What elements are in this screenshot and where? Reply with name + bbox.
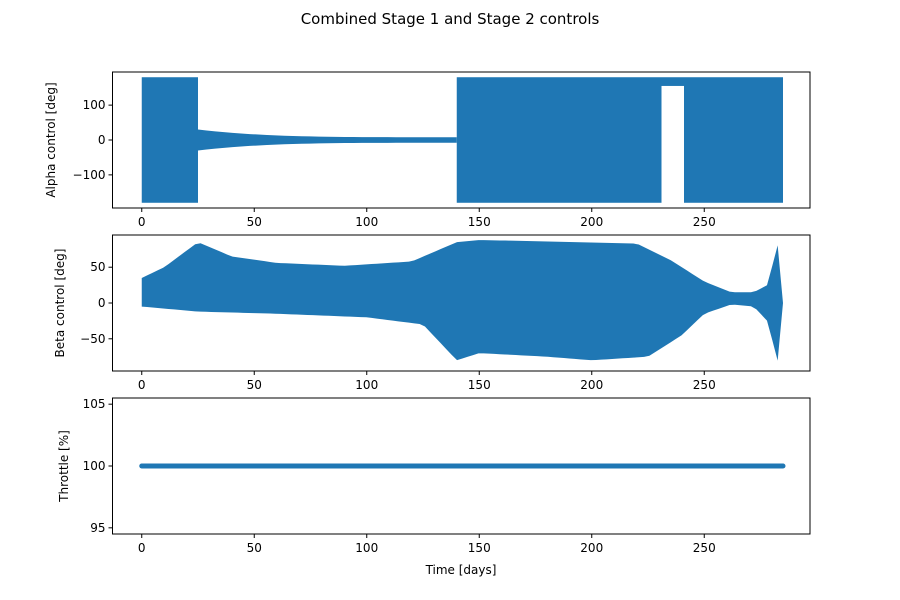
throttle-panel: 0 50 100 150 200 250 95 100 105 Throttle [%] Tim… [57,397,811,577]
beta-ytick-label-50: 50 [90,260,105,274]
alpha-segment-4 [684,77,783,203]
alpha-ytick-label--100: −100 [73,168,106,182]
alpha-segment-0 [141,77,198,203]
beta-xtick-label-0: 0 [138,378,146,392]
throttle-ticks: 0 50 100 150 200 250 95 100 105 [83,397,716,555]
alpha-segment-3 [661,77,684,86]
throttle-ytick-label-105: 105 [83,397,106,411]
alpha-data [141,77,783,203]
beta-ytick-label--50: −50 [80,332,105,346]
throttle-xtick-label-200: 200 [580,541,603,555]
alpha-xtick-label-150: 150 [468,215,491,229]
throttle-ylabel: Throttle [%] [57,430,71,503]
beta-panel: 0 50 100 150 200 250 −50 0 50 Beta control [deg] [53,234,811,392]
alpha-ylabel: Alpha control [deg] [44,82,58,197]
beta-envelope [141,240,783,361]
throttle-xtick-label-100: 100 [355,541,378,555]
alpha-xtick-label-50: 50 [247,215,262,229]
figure-title: Combined Stage 1 and Stage 2 controls [301,10,600,28]
beta-ticks: 0 50 100 150 200 250 −50 0 50 [80,260,716,392]
beta-xtick-label-150: 150 [468,378,491,392]
alpha-xtick-label-250: 250 [693,215,716,229]
throttle-xtick-label-250: 250 [693,541,716,555]
alpha-xtick-label-100: 100 [355,215,378,229]
throttle-ytick-label-95: 95 [90,521,105,535]
alpha-segment-2 [456,77,662,203]
alpha-ytick-label-0: 0 [98,133,106,147]
throttle-xtick-label-0: 0 [138,541,146,555]
beta-xtick-label-100: 100 [355,378,378,392]
alpha-ytick-label-100: 100 [83,98,106,112]
beta-xtick-label-50: 50 [247,378,262,392]
throttle-ytick-label-100: 100 [83,459,106,473]
beta-xtick-label-250: 250 [693,378,716,392]
beta-data [141,240,783,361]
beta-ylabel: Beta control [deg] [53,249,67,358]
alpha-ticks: 0 50 100 150 200 250 −100 0 100 [73,98,716,229]
beta-xtick-label-200: 200 [580,378,603,392]
alpha-xtick-label-200: 200 [580,215,603,229]
throttle-xtick-label-150: 150 [468,541,491,555]
alpha-panel: 0 50 100 150 200 250 −100 0 100 Alpha control [d… [44,71,811,229]
throttle-xlabel: Time [days] [425,563,497,577]
beta-ytick-label-0: 0 [98,296,106,310]
alpha-segment-1 [198,129,457,151]
alpha-xtick-label-0: 0 [138,215,146,229]
throttle-xtick-label-50: 50 [247,541,262,555]
